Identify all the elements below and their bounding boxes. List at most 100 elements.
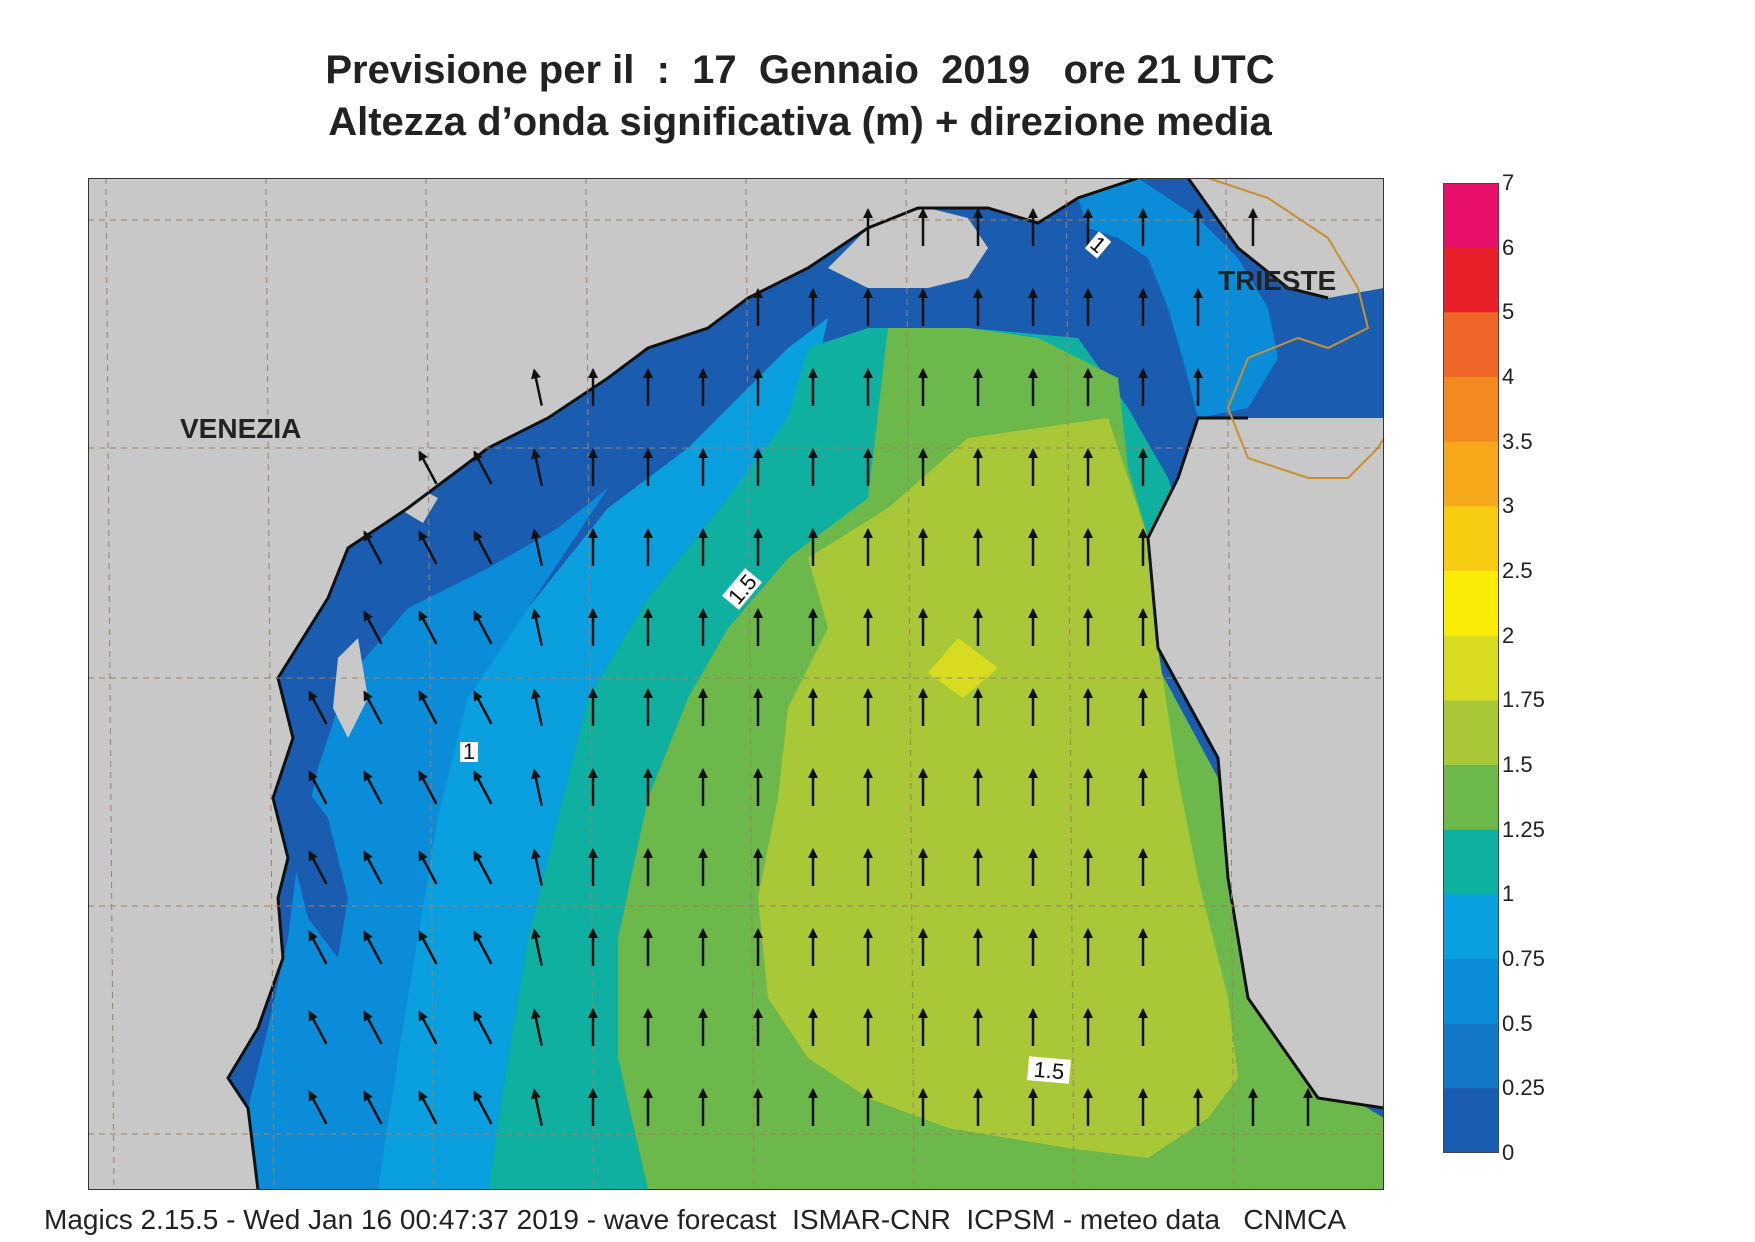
contour-label-1.5-south: 1.5 [1027,1056,1071,1084]
wave-direction-arrow [753,608,763,646]
colorbar-tick-label: 3.5 [1502,428,1533,454]
wave-direction-arrow [308,1010,328,1045]
wave-direction-arrow [1028,368,1038,406]
colorbar-block [1443,377,1499,443]
wave-direction-arrow [1138,288,1148,326]
wave-direction-arrow [473,770,493,805]
wave-direction-arrow [1248,1088,1258,1126]
wave-direction-arrow [643,1008,653,1046]
colorbar-tick-label: 1.75 [1502,687,1545,713]
wave-direction-arrow [753,928,763,966]
wave-direction-arrow [918,1008,928,1046]
colorbar-block [1443,312,1499,378]
colorbar-block [1443,571,1499,637]
wave-direction-arrow [418,690,438,725]
colorbar-tick-label: 0 [1502,1140,1515,1165]
wave-band-trieste [1078,178,1278,418]
wave-direction-arrow [363,930,383,965]
wave-direction-arrow [1083,208,1093,246]
wave-direction-arrow [1028,1008,1038,1046]
map-frame [88,178,1384,1190]
wave-direction-arrow [1083,1008,1093,1046]
wave-direction-arrow [863,448,873,486]
grid-line-meridian [265,178,275,1190]
wave-direction-arrow [1193,368,1203,406]
colorbar-block [1443,635,1499,701]
colorbar-tick-label: 3 [1502,493,1515,519]
wave-direction-arrow [863,368,873,406]
wave-direction-arrow [473,530,493,565]
wave-direction-arrow [308,850,328,885]
wave-direction-arrow [698,368,708,406]
wave-direction-arrow [1138,368,1148,406]
land-east-coast [1148,178,1384,1108]
wave-direction-arrow [1138,848,1148,886]
colorbar-tick-label: 1.5 [1502,752,1533,777]
wave-direction-arrow [643,928,653,966]
national-border [1207,178,1384,479]
wave-direction-arrow [973,1008,983,1046]
wave-direction-arrow [531,1008,543,1046]
wave-direction-arrow [363,770,383,805]
wave-direction-arrow [643,768,653,806]
wave-direction-arrow [753,368,763,406]
wave-direction-arrow [1083,928,1093,966]
wave-direction-arrow [473,930,493,965]
wave-direction-arrow [308,1090,328,1125]
footer-credit: Magics 2.15.5 - Wed Jan 16 00:47:37 2019… [44,1204,1347,1235]
wave-direction-arrow [473,610,493,645]
wave-direction-arrow [473,850,493,885]
colorbar-block [1443,700,1499,766]
wave-direction-arrow [1083,768,1093,806]
wave-direction-arrow [753,1088,763,1126]
wave-direction-arrow [531,848,543,886]
wave-direction-arrow [473,690,493,725]
colorbar-block [1443,506,1499,572]
city-label-venezia: VENEZIA [180,413,301,444]
wave-band-0.25 [293,778,348,958]
wave-direction-arrow [418,610,438,645]
wave-direction-arrow [1083,688,1093,726]
colorbar [1443,183,1499,1153]
wave-direction-arrow [363,1010,383,1045]
wave-direction-arrow [473,1010,493,1045]
wave-band-0.75 [378,318,828,1190]
wave-direction-arrow [588,368,598,406]
wave-direction-arrow [808,688,818,726]
colorbar-block [1443,247,1499,313]
grid-line-meridian [1065,178,1075,1190]
wave-direction-arrow [363,690,383,725]
wave-direction-arrow [418,530,438,565]
wave-direction-arrow [973,528,983,566]
colorbar-tick-label: 0.25 [1502,1075,1545,1101]
wave-direction-arrow [1083,528,1093,566]
wave-direction-arrow [918,1088,928,1126]
wave-direction-arrow [588,688,598,726]
wave-direction-arrow [863,288,873,326]
wave-direction-arrow [753,528,763,566]
wave-band-1.5 [758,418,1238,1158]
wave-direction-arrow [808,528,818,566]
wave-direction-arrow [863,1088,873,1126]
wave-direction-arrow [863,848,873,886]
wave-direction-arrow [418,450,438,485]
wave-direction-arrow [1193,1088,1203,1126]
wave-direction-arrow [588,448,598,486]
wave-direction-arrow [1138,928,1148,966]
wave-direction-arrow [863,688,873,726]
wave-direction-arrow [698,528,708,566]
wave-direction-arrow [698,768,708,806]
wave-direction-arrow [918,688,928,726]
wave-direction-arrow [1138,688,1148,726]
wave-direction-arrow [753,288,763,326]
wave-direction-arrow [588,1008,598,1046]
wave-direction-arrow [1028,928,1038,966]
wave-direction-arrow [863,768,873,806]
wave-direction-arrow [863,928,873,966]
wave-direction-arrow [1028,688,1038,726]
wave-direction-arrow [753,448,763,486]
wave-direction-arrow [863,608,873,646]
grid-lines [88,178,1384,1190]
wave-direction-arrow [973,928,983,966]
wave-direction-arrow [808,768,818,806]
